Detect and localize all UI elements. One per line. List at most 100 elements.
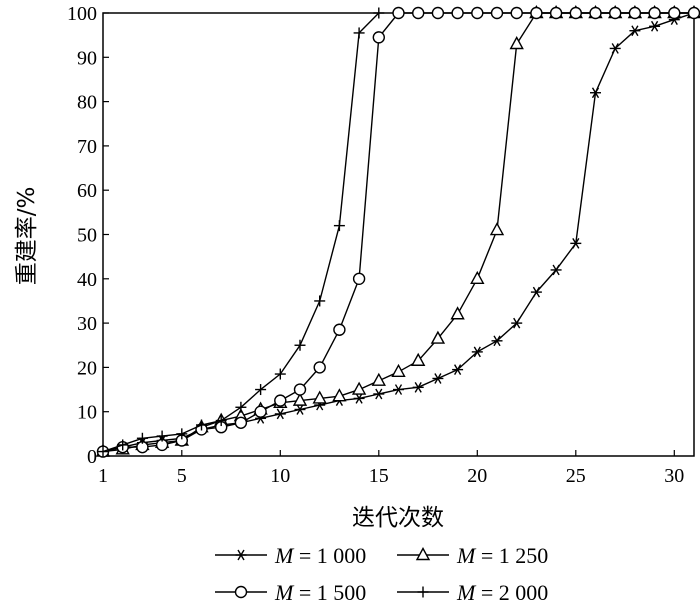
- data-point: [649, 20, 661, 32]
- data-point: [470, 270, 485, 284]
- data-point: [333, 220, 345, 232]
- data-point: [292, 392, 308, 406]
- series-line: [102, 12, 694, 453]
- series-line: [102, 12, 694, 453]
- data-point: [511, 317, 523, 329]
- data-point: [294, 339, 306, 351]
- y-tick-label: 0: [87, 446, 97, 468]
- y-tick-label: 20: [77, 357, 97, 379]
- data-point: [687, 6, 700, 20]
- data-point: [530, 6, 543, 20]
- data-point: [589, 6, 602, 20]
- y-tick-label: 100: [67, 3, 97, 25]
- data-point: [629, 25, 641, 37]
- data-point: [176, 428, 188, 440]
- data-point: [590, 87, 601, 99]
- data-point: [353, 393, 365, 404]
- data-point: [412, 381, 424, 393]
- legend-marker: [234, 585, 248, 599]
- y-tick-label: 30: [77, 313, 97, 335]
- y-axis-title: 重建率/%: [14, 187, 40, 286]
- x-axis-title: 迭代次数: [352, 505, 444, 531]
- legend-label: M = 2 000: [456, 580, 548, 605]
- data-point: [274, 408, 286, 420]
- y-tick-label: 60: [77, 180, 97, 202]
- data-point: [668, 6, 681, 20]
- legend-label: M = 1 500: [274, 580, 366, 605]
- legend-marker: [235, 549, 247, 561]
- x-tick-label: 10: [270, 465, 290, 487]
- series-layer: [95, 5, 700, 458]
- data-point: [234, 416, 248, 429]
- data-point: [156, 430, 168, 442]
- x-tick-label: 20: [467, 465, 487, 487]
- data-point: [609, 6, 622, 20]
- data-point: [373, 7, 385, 19]
- data-point: [451, 6, 464, 20]
- legend-item: M = 1 000: [215, 543, 366, 568]
- data-point: [489, 222, 505, 236]
- data-point: [570, 237, 582, 249]
- data-point: [196, 419, 207, 431]
- data-point: [648, 6, 661, 20]
- data-point: [628, 6, 642, 20]
- data-point: [117, 439, 129, 451]
- data-point: [294, 404, 306, 415]
- series-3: [96, 6, 700, 458]
- x-axis-ticks: 1 5 10 15 20 25 30: [98, 450, 684, 487]
- data-point: [313, 361, 326, 374]
- data-point: [333, 323, 346, 336]
- data-point: [97, 446, 109, 458]
- data-point: [353, 27, 365, 39]
- y-axis-ticks: 0 10 20 30 40 50 60 70 80 90 100: [67, 3, 109, 468]
- y-tick-label: 50: [77, 225, 97, 247]
- data-point: [530, 286, 542, 298]
- series-1: [97, 7, 700, 457]
- data-point: [215, 415, 227, 427]
- data-point: [254, 405, 267, 418]
- legend-marker: [415, 547, 431, 561]
- series-line: [102, 12, 695, 453]
- legend-item: M = 2 000: [397, 580, 548, 605]
- data-point: [274, 368, 286, 380]
- data-point: [373, 388, 385, 400]
- legend-item: M = 1 250: [397, 543, 548, 568]
- data-point: [314, 295, 326, 307]
- data-point: [411, 352, 426, 366]
- y-tick-label: 90: [77, 47, 97, 69]
- data-point: [352, 272, 366, 285]
- data-point: [293, 383, 307, 396]
- data-point: [450, 306, 465, 320]
- data-point: [431, 6, 445, 20]
- data-point: [549, 6, 563, 20]
- data-point: [569, 6, 582, 20]
- data-point: [432, 373, 444, 384]
- x-tick-label: 5: [177, 465, 187, 487]
- data-point: [452, 364, 464, 375]
- data-point: [510, 6, 523, 20]
- y-tick-label: 40: [77, 269, 97, 291]
- data-point: [136, 432, 148, 444]
- data-point: [550, 264, 562, 276]
- legend-label: M = 1 000: [274, 543, 366, 568]
- legend: M = 1 000 M = 1 250 M = 1 500 M = 2 000: [215, 543, 548, 605]
- data-point: [490, 6, 504, 20]
- x-tick-label: 30: [664, 465, 684, 487]
- x-tick-label: 25: [566, 465, 586, 487]
- series-line: [102, 12, 380, 453]
- data-point: [235, 401, 247, 413]
- data-point: [491, 335, 503, 347]
- y-tick-label: 70: [77, 136, 97, 158]
- data-point: [609, 43, 621, 54]
- data-point: [509, 36, 524, 50]
- y-tick-label: 80: [77, 92, 97, 114]
- data-point: [430, 330, 446, 344]
- data-point: [412, 6, 425, 20]
- x-tick-label: 1: [98, 465, 108, 487]
- data-point: [392, 6, 405, 20]
- data-point: [391, 363, 406, 378]
- data-point: [371, 372, 386, 386]
- legend-marker: [417, 586, 429, 598]
- data-point: [255, 384, 267, 396]
